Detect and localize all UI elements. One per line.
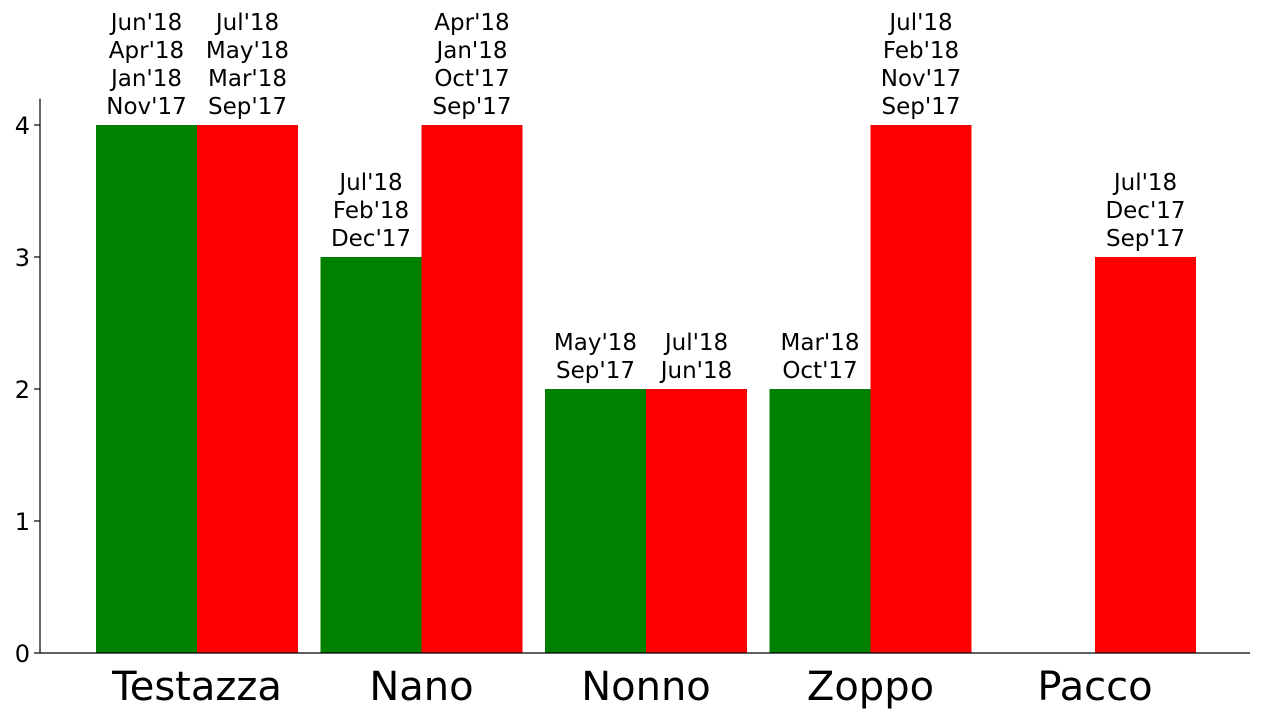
x-tick-label: Testazza bbox=[111, 664, 282, 710]
y-tick-label: 3 bbox=[15, 244, 30, 272]
bar-date-label: Jan'18 bbox=[434, 38, 507, 64]
bar bbox=[1095, 257, 1196, 653]
x-tick-label: Nano bbox=[369, 664, 473, 710]
bar-date-label: Sep'17 bbox=[208, 94, 287, 120]
bar-date-label: Nov'17 bbox=[106, 94, 186, 120]
bar-date-label: Apr'18 bbox=[109, 38, 184, 64]
bar bbox=[646, 389, 747, 653]
bar-labels-group: Jun'18Apr'18Jan'18Nov'17Jul'18May'18Mar'… bbox=[106, 10, 1185, 384]
bar bbox=[870, 125, 972, 653]
bar bbox=[320, 257, 422, 653]
y-tick-label: 4 bbox=[15, 112, 30, 140]
bar-date-label: Jul'18 bbox=[663, 330, 728, 356]
x-axis: Testazza Nano Nonno Zoppo Pacco bbox=[40, 652, 1250, 710]
bar bbox=[421, 125, 523, 653]
bar-date-label: Jan'18 bbox=[109, 66, 182, 92]
bar-date-label: Mar'18 bbox=[208, 66, 287, 92]
bar-date-label: Apr'18 bbox=[434, 10, 509, 36]
bar-date-label: Mar'18 bbox=[781, 330, 860, 356]
bar bbox=[545, 389, 646, 653]
y-tick-label: 0 bbox=[15, 640, 30, 668]
x-tick-label: Pacco bbox=[1037, 664, 1152, 710]
y-tick-label: 1 bbox=[15, 508, 30, 536]
bar-date-label: Jun'18 bbox=[109, 10, 183, 36]
bar-date-label: Oct'17 bbox=[782, 358, 857, 384]
x-tick-label: Zoppo bbox=[807, 664, 934, 710]
bar-date-label: May'18 bbox=[206, 38, 289, 64]
x-tick-label: Nonno bbox=[581, 664, 711, 710]
bar-date-label: Sep'17 bbox=[433, 94, 512, 120]
y-axis: 0 1 2 3 4 bbox=[15, 98, 41, 668]
bar bbox=[769, 389, 871, 653]
bar-date-label: Jul'18 bbox=[337, 170, 402, 196]
bar-date-label: Feb'18 bbox=[333, 198, 409, 224]
y-tick-label: 2 bbox=[15, 376, 30, 404]
bar-date-label: Sep'17 bbox=[882, 94, 961, 120]
bar-date-label: Jul'18 bbox=[214, 10, 279, 36]
bar-date-label: Oct'17 bbox=[434, 66, 509, 92]
bar-date-label: Sep'17 bbox=[1106, 226, 1185, 252]
bar bbox=[197, 125, 298, 653]
bar-date-label: Jun'18 bbox=[659, 358, 733, 384]
bar-date-label: Sep'17 bbox=[556, 358, 635, 384]
bar-date-label: Dec'17 bbox=[331, 226, 411, 252]
bar-date-label: Jul'18 bbox=[1112, 170, 1177, 196]
bar bbox=[96, 125, 197, 653]
bar-date-label: Jul'18 bbox=[887, 10, 952, 36]
bar-date-label: Dec'17 bbox=[1105, 198, 1185, 224]
bars-group bbox=[96, 125, 1196, 653]
bar-date-label: Feb'18 bbox=[883, 38, 959, 64]
bar-date-label: Nov'17 bbox=[881, 66, 961, 92]
bar-date-label: May'18 bbox=[554, 330, 637, 356]
